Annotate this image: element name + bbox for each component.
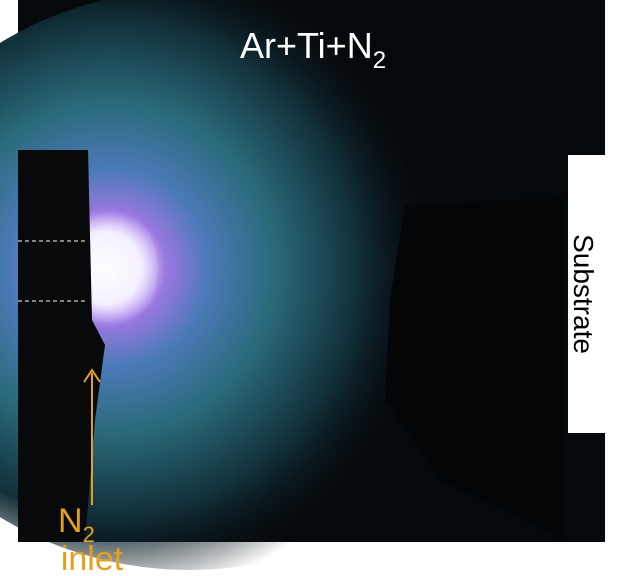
photo-figure: Ar+Ti+N2 Substrate N2 inlet [0, 0, 623, 576]
title-subscript: 2 [373, 47, 386, 74]
title-text: Ar+Ti+N [240, 25, 373, 66]
page: Ar+Ti+N2 Substrate N2 inlet (() => { con… [0, 0, 623, 576]
inlet-gas-text: N [58, 502, 83, 540]
substrate-label: Substrate [568, 234, 599, 354]
inlet-word: inlet [61, 540, 124, 576]
